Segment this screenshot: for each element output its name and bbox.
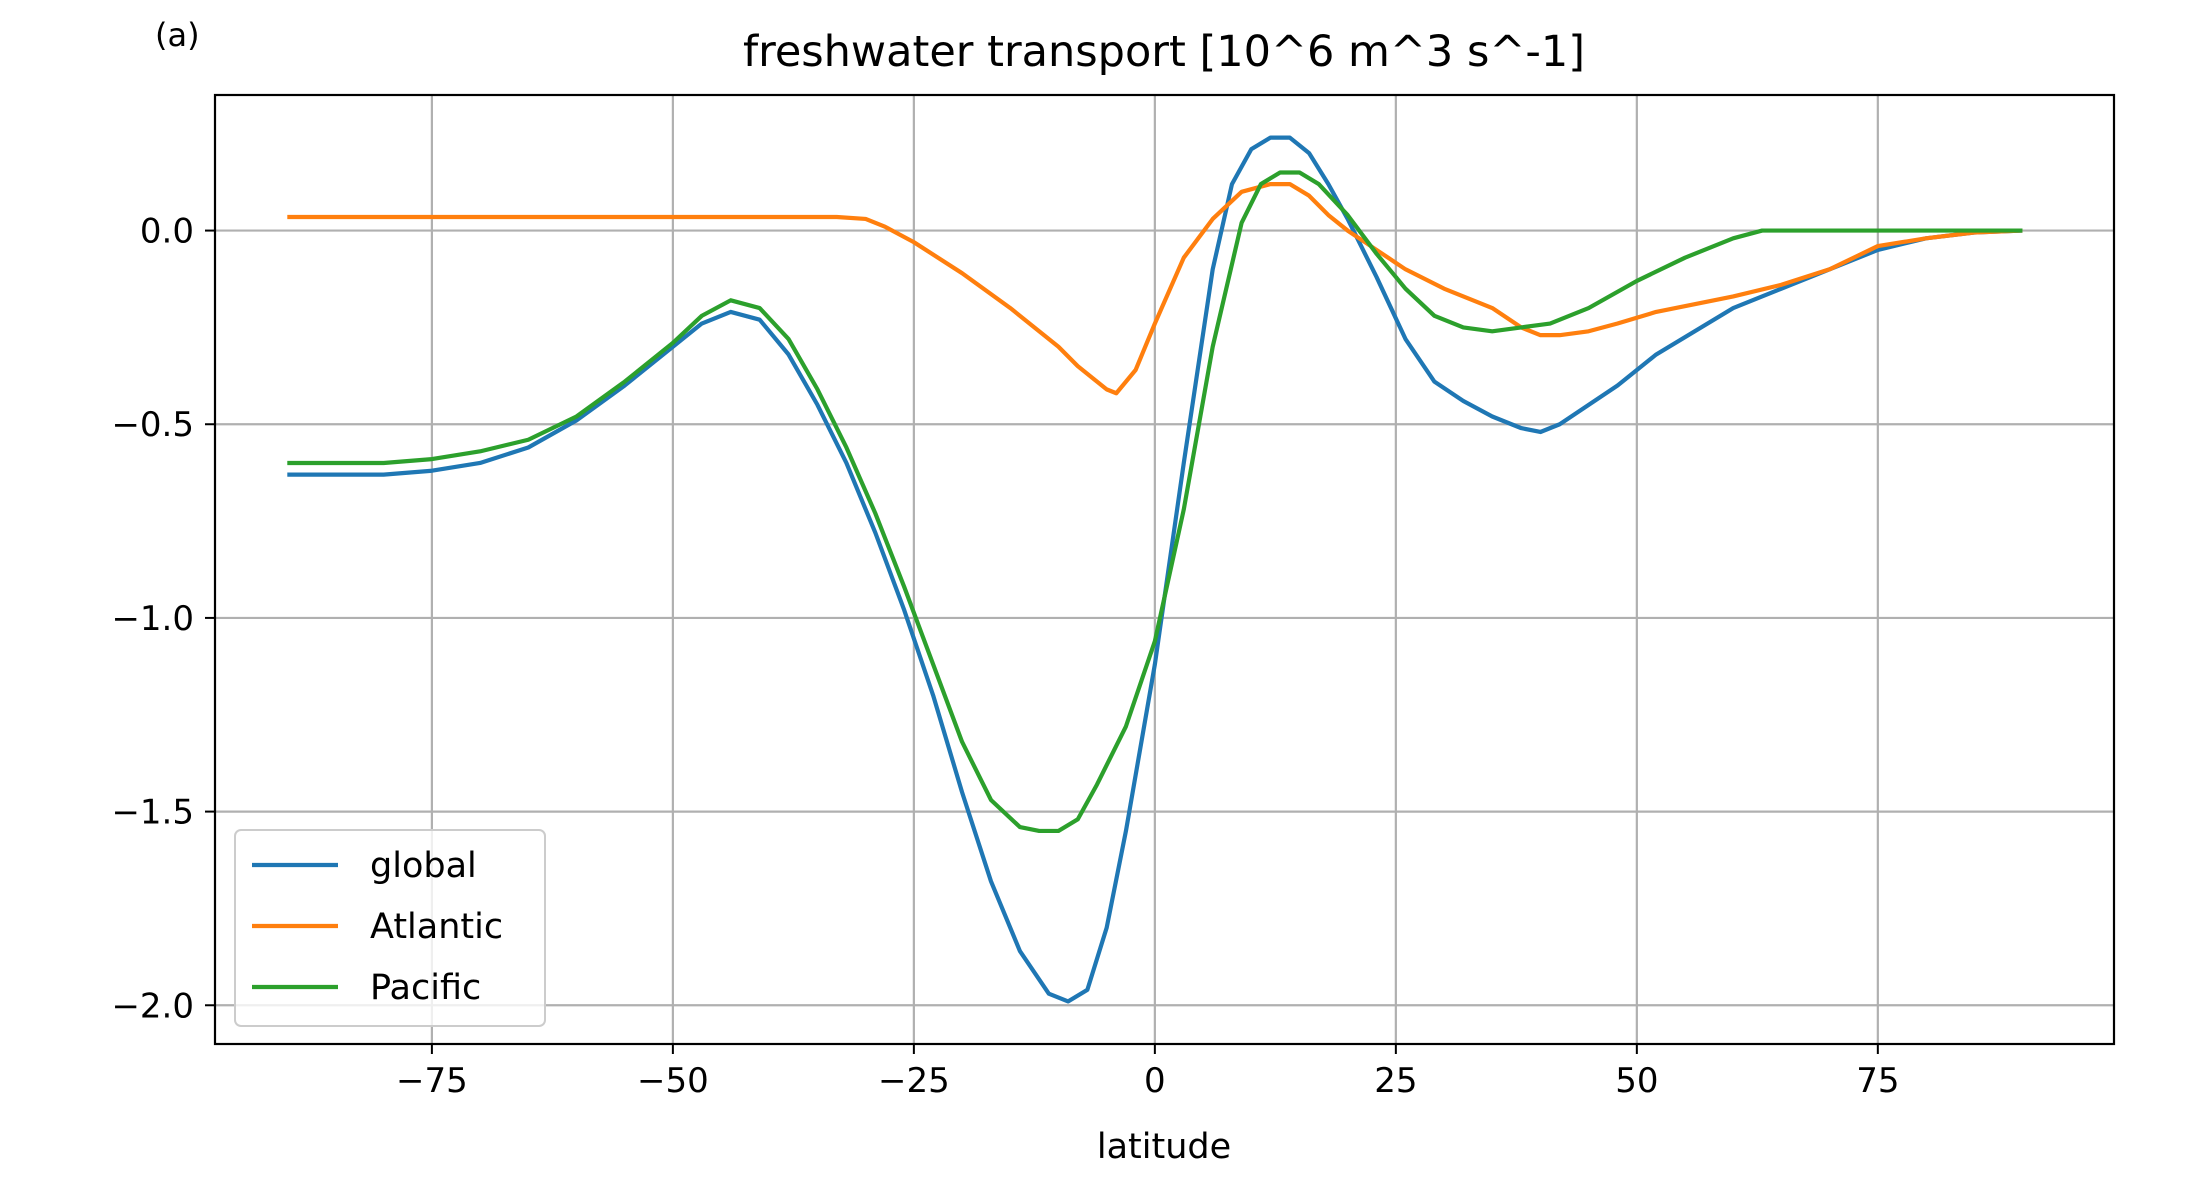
x-tick-label: 75: [1856, 1061, 1899, 1101]
x-tick-label: 50: [1615, 1061, 1658, 1101]
x-tick-label: −50: [637, 1061, 709, 1101]
y-tick-label: −2.0: [111, 986, 194, 1026]
y-tick-label: 0.0: [140, 212, 194, 252]
grid-lines: [215, 95, 2114, 1044]
x-axis-title: latitude: [1097, 1127, 1231, 1167]
chart-title: freshwater transport [10^6 m^3 s^-1]: [743, 27, 1585, 77]
legend-label-global: global: [370, 846, 477, 886]
y-tick-label: −1.5: [111, 793, 194, 833]
series-line-global: [287, 135, 2023, 1004]
series-line-atlantic: [287, 181, 2023, 396]
legend-label-pacific: Pacific: [370, 968, 481, 1008]
plot-area: [287, 135, 2023, 1004]
x-tick-label: −75: [396, 1061, 468, 1101]
y-tick-label: −0.5: [111, 405, 194, 445]
legend-label-atlantic: Atlantic: [370, 907, 503, 947]
legend-box: [234, 829, 546, 1027]
x-tick-label: −25: [878, 1061, 950, 1101]
x-tick-label: 25: [1374, 1061, 1417, 1101]
y-tick-label: −1.0: [111, 599, 194, 639]
series-line-pacific: [287, 170, 2023, 834]
legend: global Atlantic Pacific: [234, 829, 546, 1027]
axes: −75 −50 −25 0 25 50 75 0.0 −0.5 −1.0 −1.5 −2.0: [111, 93, 2116, 1101]
x-tick-label: 0: [1144, 1061, 1166, 1101]
plot-frame: [213, 93, 2116, 1046]
panel-label: (a): [155, 16, 200, 54]
